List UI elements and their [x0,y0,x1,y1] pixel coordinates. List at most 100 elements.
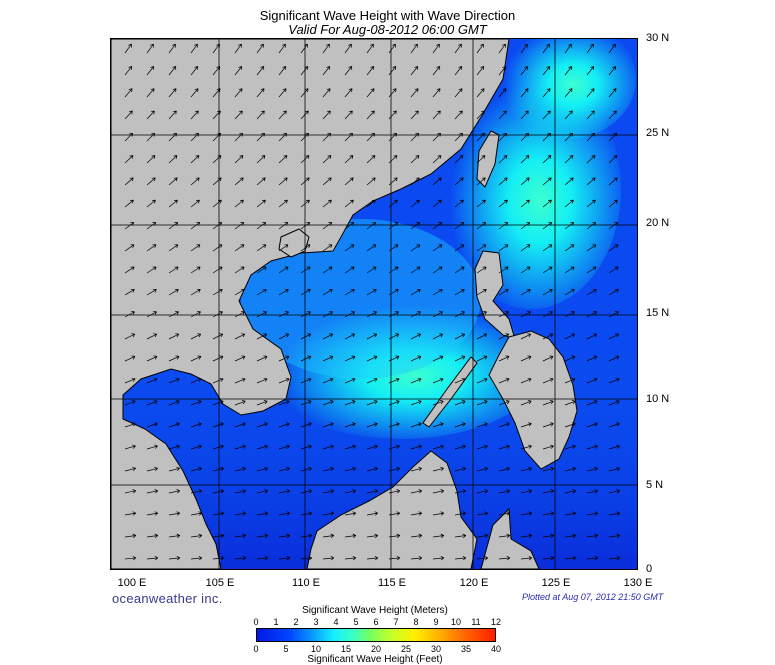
wave-arrow [366,422,378,428]
wave-arrow [410,355,422,362]
wave-arrow [278,311,289,318]
wave-arrow [608,311,619,318]
wave-arrow [212,132,222,142]
wave-arrow [454,266,465,274]
wave-arrow [256,555,269,561]
wave-arrow [498,311,509,318]
wave-arrow [146,444,158,450]
wave-arrow [124,43,132,54]
wave-arrow [124,555,137,561]
wave-arrow [520,222,531,230]
wave-arrow [278,266,289,274]
wave-arrow [520,66,529,76]
wave-arrow [542,43,550,54]
wave-arrow [344,466,356,472]
wave-arrow [256,132,266,142]
wave-arrow [168,422,180,428]
wave-arrow [190,288,201,296]
wave-arrow [542,466,554,472]
wave-arrow [542,400,554,406]
wave-arrow [410,110,419,120]
lat-label-30n: 30 N [646,32,670,44]
wave-arrow [432,489,445,494]
wave-arrow [256,66,265,76]
wave-arrow [564,466,576,472]
wave-arrow [278,222,289,230]
wave-arrow [234,466,246,472]
wave-arrow [344,288,355,296]
wave-arrow [410,266,421,274]
wave-arrow [300,444,312,450]
wave-arrow [432,466,444,472]
wave-arrow [410,199,420,208]
wave-arrow [168,177,178,186]
wave-arrow [212,355,224,362]
wave-arrow [190,155,200,164]
wave-arrow [366,155,376,164]
wave-arrow [278,422,290,428]
wave-arrow [586,177,596,186]
wave-arrow [586,444,598,450]
wave-arrow [256,355,268,362]
map-subtitle: Valid For Aug-08-2012 06:00 GMT [288,22,487,37]
wave-arrow [212,288,223,296]
wave-arrow [168,244,179,252]
wave-arrow [344,333,356,340]
wave-arrow [344,489,357,494]
wave-arrow [454,355,466,362]
wave-arrow [476,199,486,208]
wave-arrow [498,222,509,230]
wave-arrow [146,43,154,54]
colorbar-title-meters: Significant Wave Height (Meters) [302,605,448,616]
meter-tick-label: 5 [353,617,359,627]
wave-arrow [564,110,573,120]
wave-arrow [388,511,401,516]
wave-arrow [564,266,575,274]
wave-arrow [278,489,291,494]
wave-arrow [124,333,136,340]
wave-arrow [124,222,135,230]
wave-arrow [234,511,247,516]
wave-arrow [146,466,158,472]
wave-arrow [476,43,484,54]
wave-arrow [234,155,244,164]
wave-arrow [168,444,180,450]
wave-arrow [190,177,200,186]
wave-arrow [124,66,133,76]
wave-arrow [212,489,225,494]
wave-arrow [124,244,135,252]
wave-arrow [256,489,269,494]
wave-arrow [300,466,312,472]
wave-arrow [322,555,335,561]
wave-arrow [564,489,577,494]
wave-arrow [608,355,620,362]
wave-arrow [608,66,617,76]
wave-arrow [300,177,310,186]
wave-arrow [542,66,551,76]
wave-arrow [542,155,552,164]
wave-arrow [146,288,157,296]
wave-arrow [608,177,618,186]
wave-arrow [234,132,244,142]
wave-arrow [212,110,221,120]
wave-arrow [586,288,597,296]
wave-arrow [542,288,553,296]
wave-arrow [586,155,596,164]
wave-arrow [234,110,243,120]
island-borneo [306,450,478,569]
wave-arrow [498,288,509,296]
wave-arrow [498,132,508,142]
feet-tick-label: 40 [490,644,502,654]
wave-arrow [586,222,597,230]
wave-arrow [520,199,530,208]
wave-arrow [300,199,310,208]
wave-arrow [520,511,533,516]
lat-label-5n: 5 N [646,479,664,491]
wave-arrow [586,66,595,76]
wave-arrow [256,422,268,428]
wave-arrow [146,266,157,274]
wave-arrow [410,489,423,494]
wave-arrow [388,533,401,538]
wave-arrow [410,155,420,164]
wave-arrow [256,311,267,318]
